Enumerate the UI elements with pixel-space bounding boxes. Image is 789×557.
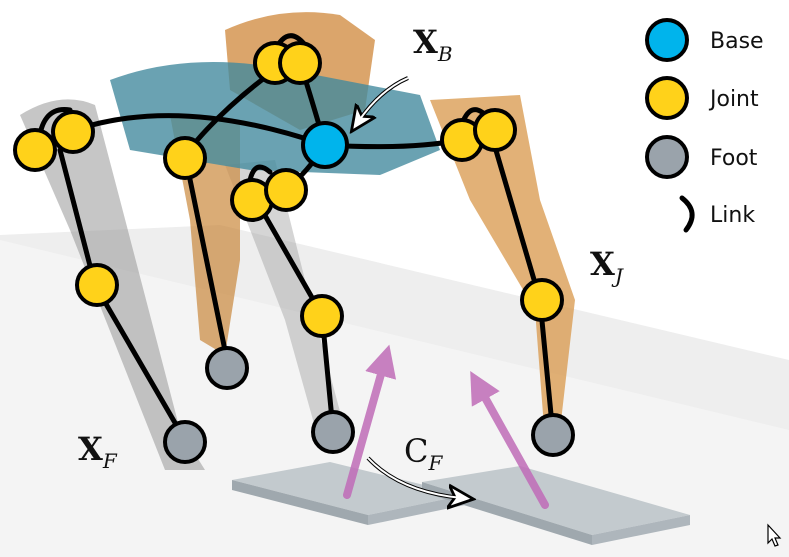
legend-item-joint: Joint [645,76,759,120]
contact-pad-right [422,466,690,535]
foot-marker-icon [645,135,689,179]
contact-force-arrows [343,344,549,509]
link [537,297,556,438]
foot-node [205,346,249,390]
legend-label-foot: Foot [710,146,758,171]
link-arc-icon [679,195,695,233]
legend-item-base: Base [645,18,764,62]
joint-node [520,278,564,322]
foot-node [531,413,575,457]
joint-node [300,294,344,338]
foot-node [163,420,207,464]
legend-item-foot: Foot [645,135,758,179]
feet [163,346,575,464]
joint-node [278,41,322,85]
legend-item-link: Link [679,195,755,233]
base-node [301,121,349,169]
joint-node [163,136,207,180]
foot-node [311,410,355,454]
legend-label-joint: Joint [708,87,759,112]
link [57,147,98,288]
joint-marker-icon [645,76,689,120]
base-marker-icon [645,18,689,62]
label-x-j: XJ [590,245,624,288]
ground-plane [0,225,789,557]
xb-pointer-arrow-inner [357,77,409,123]
legend: Base Joint Foot Link [645,18,764,233]
link [182,152,231,368]
legend-label-base: Base [710,29,764,54]
label-x-b: XB [413,23,453,66]
joint-node [13,128,57,172]
joint-node [264,168,308,212]
joints [13,41,564,338]
label-x-f: XF [78,430,118,473]
joint-node [75,263,119,307]
legend-label-link: Link [710,203,755,228]
link [92,282,188,443]
label-c-f: CF [404,432,443,475]
cf-flow-arrow-inner [367,457,463,499]
link [252,195,325,318]
contact-force-arrow-right [470,371,549,509]
contact-force-arrow-left [343,344,397,499]
mouse-cursor-icon [767,523,782,547]
link [72,113,328,148]
joint-node [51,110,95,154]
joint-node [473,108,517,152]
link [487,127,543,303]
